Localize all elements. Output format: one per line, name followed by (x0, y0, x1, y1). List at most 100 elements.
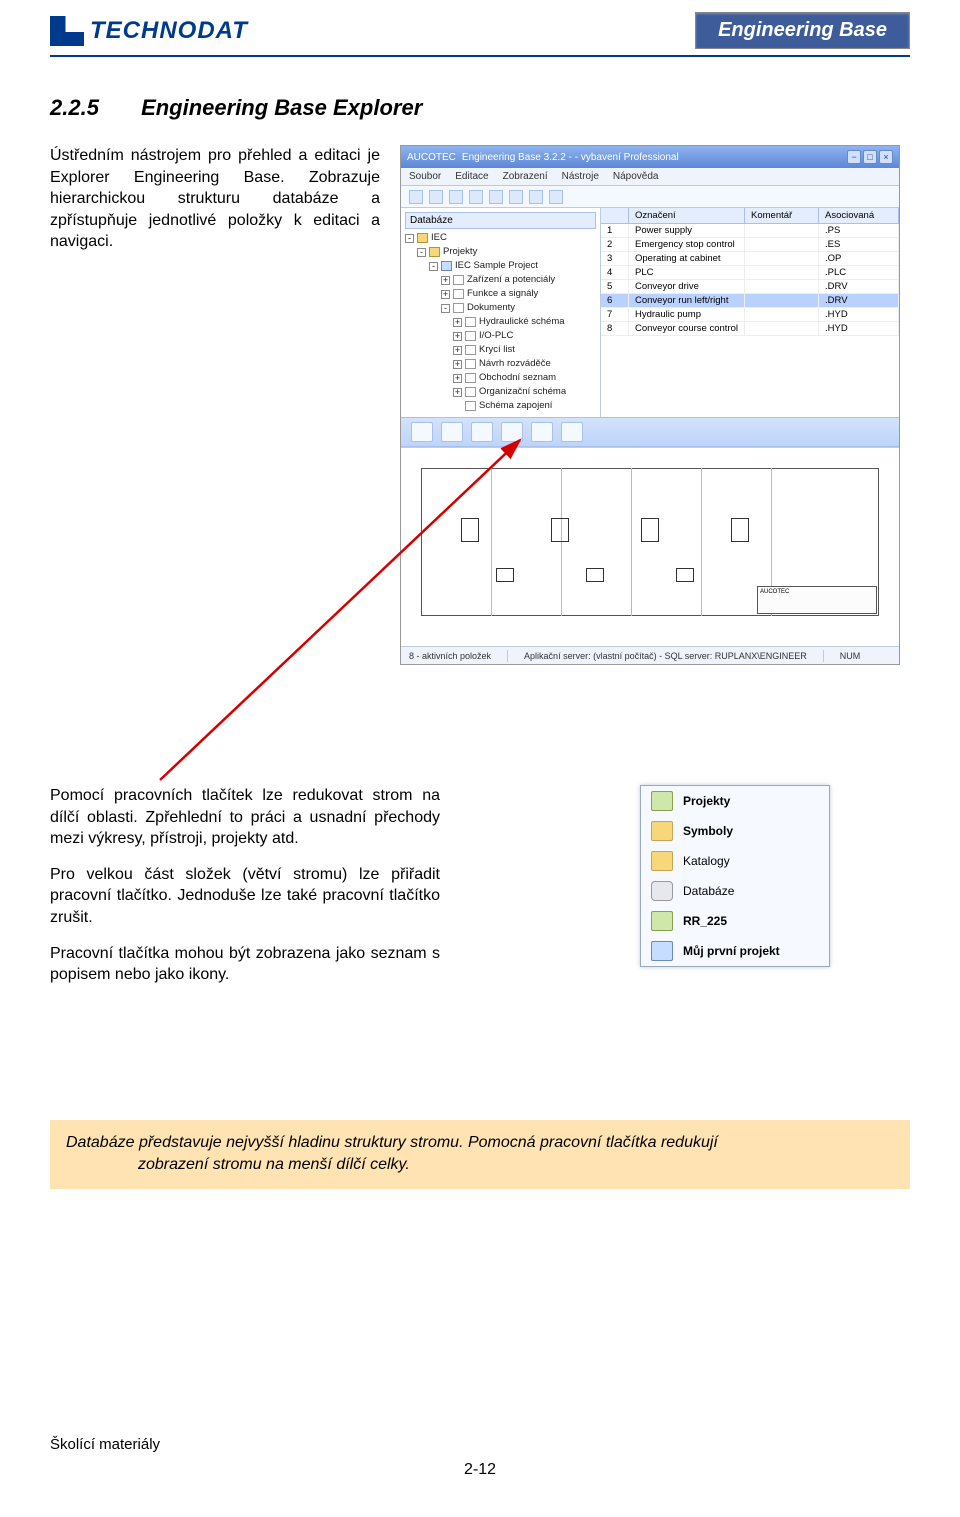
tree-node[interactable]: - IEC (405, 231, 596, 245)
quickpanel-item[interactable]: Databáze (641, 876, 829, 906)
toolbar-button[interactable] (549, 190, 563, 204)
list-row[interactable]: 4PLC.PLC (601, 266, 899, 280)
schematic-symbol (731, 518, 749, 542)
toolbar-button[interactable] (429, 190, 443, 204)
cell-label: Power supply (629, 224, 745, 237)
expand-toggle[interactable]: + (441, 290, 450, 299)
minimize-button[interactable]: − (847, 150, 861, 164)
list-row[interactable]: 5Conveyor drive.DRV (601, 280, 899, 294)
window-title: Engineering Base 3.2.2 - - vybavení Prof… (462, 152, 679, 163)
page-icon (465, 317, 476, 327)
quick-button[interactable] (471, 422, 493, 442)
tree-node[interactable]: Schéma zapojení (405, 399, 596, 413)
tree-label: Hydraulické schéma (479, 315, 565, 329)
col-header[interactable]: Asociovaná (819, 208, 899, 223)
tree-node[interactable]: +Krycí list (405, 343, 596, 357)
expand-toggle[interactable]: + (441, 276, 450, 285)
quick-button[interactable] (411, 422, 433, 442)
cell-assoc: .OP (819, 252, 899, 265)
engineering-base-badge: Engineering Base (695, 12, 910, 49)
tree-node[interactable]: + I/O-PLC (405, 329, 596, 343)
expand-toggle[interactable]: + (453, 332, 462, 341)
expand-toggle[interactable]: - (429, 262, 438, 271)
callout-line1: Databáze představuje nejvyšší hladinu st… (66, 1132, 894, 1154)
expand-toggle[interactable]: - (417, 248, 426, 257)
drawing-gridline (561, 468, 562, 616)
tree-label: I/O-PLC (479, 329, 513, 343)
quickpanel-item[interactable]: Projekty (641, 786, 829, 816)
menu-item[interactable]: Zobrazení (503, 171, 548, 182)
tree-node[interactable]: -Projekty (405, 245, 596, 259)
list-row[interactable]: 7Hydraulic pump.HYD (601, 308, 899, 322)
quickpanel-item[interactable]: Můj první projekt (641, 936, 829, 966)
tree-view[interactable]: -IEC-Projekty-IEC Sample Project+Zařízen… (405, 231, 596, 413)
page-icon (465, 373, 476, 383)
tree-pane: Databáze -IEC-Projekty-IEC Sample Projec… (401, 208, 601, 417)
cell-label: Conveyor drive (629, 280, 745, 293)
cell-assoc: .PS (819, 224, 899, 237)
expand-toggle[interactable]: + (453, 360, 462, 369)
quick-button[interactable] (561, 422, 583, 442)
list-row[interactable]: 3Operating at cabinet.OP (601, 252, 899, 266)
quickpanel-item[interactable]: RR_225 (641, 906, 829, 936)
tree-node[interactable]: + Hydraulické schéma (405, 315, 596, 329)
tree-node[interactable]: +Zařízení a potenciály (405, 273, 596, 287)
tree-node[interactable]: +Návrh rozváděče (405, 357, 596, 371)
quickpanel-item[interactable]: Symboly (641, 816, 829, 846)
tree-label: IEC (431, 231, 447, 245)
list-pane: Označení Komentář Asociovaná 1Power supp… (601, 208, 899, 417)
tree-label: IEC Sample Project (455, 259, 538, 273)
quickpanel-label: Projekty (683, 794, 730, 808)
toolbar-button[interactable] (469, 190, 483, 204)
expand-toggle[interactable]: + (453, 346, 462, 355)
quick-buttons-panel: Projekty SymbolyKatalogyDatabáze RR_225 Můj… (640, 785, 830, 967)
blue-icon (441, 261, 452, 271)
menu-item[interactable]: Editace (455, 171, 488, 182)
list-row[interactable]: 6Conveyor run left/right.DRV (601, 294, 899, 308)
list-row[interactable]: 8Conveyor course control.HYD (601, 322, 899, 336)
cell-comment (745, 238, 819, 251)
quick-button[interactable] (501, 422, 523, 442)
maximize-button[interactable]: □ (863, 150, 877, 164)
toolbar-button[interactable] (409, 190, 423, 204)
expand-toggle[interactable]: - (441, 304, 450, 313)
menu-item[interactable]: Nápověda (613, 171, 659, 182)
quick-button[interactable] (441, 422, 463, 442)
quick-button[interactable] (531, 422, 553, 442)
col-header[interactable]: Komentář (745, 208, 819, 223)
list-row[interactable]: 2Emergency stop control.ES (601, 238, 899, 252)
list-row[interactable]: 1Power supply.PS (601, 224, 899, 238)
mid-paragraph-1: Pomocí pracovních tlačítek lze redukovat… (50, 785, 440, 850)
cell-num: 4 (601, 266, 629, 279)
expand-toggle[interactable]: + (453, 388, 462, 397)
expand-toggle[interactable]: + (453, 374, 462, 383)
tree-node[interactable]: + Obchodní seznam (405, 371, 596, 385)
expand-toggle[interactable]: - (405, 234, 414, 243)
drawing-preview[interactable]: AUCOTEC (401, 447, 899, 646)
tree-node[interactable]: -Dokumenty (405, 301, 596, 315)
window-titlebar[interactable]: AUCOTEC Engineering Base 3.2.2 - - vybav… (401, 146, 899, 168)
col-header[interactable]: Označení (629, 208, 745, 223)
close-button[interactable]: × (879, 150, 893, 164)
quickpanel-item[interactable]: Katalogy (641, 846, 829, 876)
expand-toggle[interactable]: + (453, 318, 462, 327)
menu-item[interactable]: Nástroje (562, 171, 599, 182)
cell-assoc: .DRV (819, 294, 899, 307)
tree-label: Obchodní seznam (479, 371, 556, 385)
toolbar-button[interactable] (529, 190, 543, 204)
menu-item[interactable]: Soubor (409, 171, 441, 182)
toolbar-button[interactable] (509, 190, 523, 204)
tree-node[interactable]: +Funkce a signály (405, 287, 596, 301)
menu-bar: Soubor Editace Zobrazení Nástroje Nápově… (401, 168, 899, 186)
green-icon (651, 791, 673, 811)
tree-node[interactable]: - IEC Sample Project (405, 259, 596, 273)
schematic-symbol (586, 568, 604, 582)
toolbar-button[interactable] (489, 190, 503, 204)
tree-node[interactable]: +Organizační schéma (405, 385, 596, 399)
drawing-gridline (631, 468, 632, 616)
folder-icon (429, 247, 440, 257)
col-header[interactable] (601, 208, 629, 223)
quickpanel-label: RR_225 (683, 914, 727, 928)
cell-label: Emergency stop control (629, 238, 745, 251)
toolbar-button[interactable] (449, 190, 463, 204)
